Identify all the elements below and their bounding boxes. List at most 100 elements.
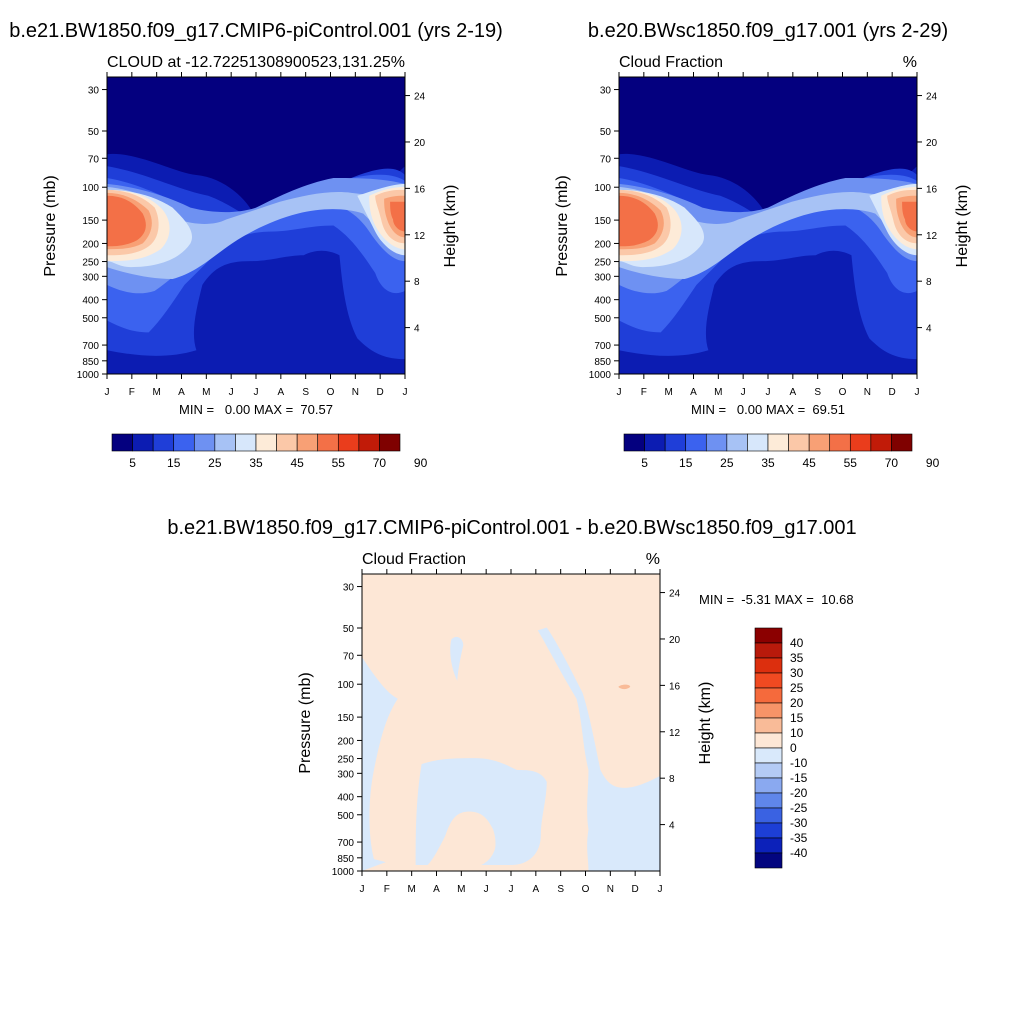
colorbar-label: 35: [249, 456, 263, 470]
colorbar-swatch: [788, 433, 810, 452]
colorbar-swatch: [214, 433, 236, 452]
colorbar-swatch: [870, 433, 892, 452]
colorbar-swatch: [829, 433, 851, 452]
month-tick-label: J: [484, 884, 489, 895]
colorbar-swatch: [317, 433, 339, 452]
pressure-tick-label: 250: [594, 258, 611, 269]
pressure-tick-label: 400: [82, 296, 99, 307]
month-tick-label: J: [360, 884, 365, 895]
colorbar-label: 30: [790, 666, 804, 680]
colorbar-swatch: [152, 433, 175, 452]
height-tick-label: 8: [669, 774, 675, 785]
month-tick-label: F: [129, 387, 135, 398]
month-tick-label: N: [864, 387, 871, 398]
panel-1-plot-area: [106, 76, 406, 375]
height-tick-label: 16: [669, 681, 681, 692]
pressure-tick-label: 250: [337, 755, 354, 766]
colorbar-swatch: [358, 433, 380, 452]
month-tick-label: M: [152, 387, 160, 398]
month-tick-label: N: [352, 387, 359, 398]
colorbar-swatch: [296, 433, 319, 452]
colorbar-label: 15: [679, 456, 693, 470]
pressure-tick-label: 200: [337, 736, 354, 747]
panel-1: b.e21.BW1850.f09_g17.CMIP6-piControl.001…: [9, 20, 503, 470]
panel-3-subtitle: Cloud Fraction: [362, 551, 466, 568]
panel-1-pressure-ticks: 30 50 70 100 150 200 250 300 400 500 700 850 1000: [77, 86, 107, 381]
colorbar-label: 15: [790, 711, 804, 725]
panel-2: b.e20.BWsc1850.f09_g17.001 (yrs 2-29) Cl…: [554, 20, 971, 470]
pressure-tick-label: 850: [337, 854, 354, 865]
pressure-tick-label: 100: [82, 183, 99, 194]
colorbar-swatch: [726, 433, 748, 452]
height-tick-label: 4: [926, 324, 932, 335]
height-tick-label: 12: [669, 728, 681, 739]
panel-1-colorbar: 5 15 25 35 45 55 70 90: [111, 433, 428, 470]
colorbar-label: 0: [790, 741, 797, 755]
pressure-tick-label: 850: [82, 357, 99, 368]
pressure-tick-label: 50: [88, 127, 100, 138]
colorbar-swatch: [255, 433, 277, 452]
month-tick-label: A: [532, 884, 539, 895]
colorbar-swatch: [664, 433, 687, 452]
pressure-tick-label: 150: [594, 216, 611, 227]
panel-1-ylabel: Pressure (mb): [42, 175, 59, 276]
panel-3-ylabel: Pressure (mb): [297, 672, 314, 773]
pressure-tick-label: 300: [337, 769, 354, 780]
panel-3-stats: MIN = -5.31 MAX = 10.68: [699, 592, 854, 607]
colorbar-swatch: [754, 672, 783, 689]
panel-2-ylabel: Pressure (mb): [554, 175, 571, 276]
colorbar-swatch: [754, 807, 783, 824]
height-tick-label: 8: [414, 277, 420, 288]
month-tick-label: A: [433, 884, 440, 895]
colorbar-swatch: [379, 433, 401, 452]
pressure-tick-label: 850: [594, 357, 611, 368]
colorbar-label: 25: [790, 681, 804, 695]
pressure-tick-label: 1000: [77, 370, 100, 381]
height-tick-label: 8: [926, 277, 932, 288]
pressure-tick-label: 1000: [589, 370, 612, 381]
pressure-tick-label: 50: [343, 624, 355, 635]
colorbar-label: 25: [208, 456, 222, 470]
panel-2-pressure-ticks: 30 50 70 100 150 200 250 300 400 500 700 850 1000: [589, 86, 619, 381]
colorbar-swatch: [705, 433, 728, 452]
colorbar-swatch: [891, 433, 913, 452]
colorbar-swatch: [754, 852, 783, 869]
height-tick-label: 24: [414, 92, 426, 103]
colorbar-label: 55: [332, 456, 346, 470]
month-tick-label: S: [814, 387, 821, 398]
month-tick-label: D: [632, 884, 639, 895]
month-tick-label: M: [202, 387, 210, 398]
panel-2-subtitle: Cloud Fraction: [619, 54, 723, 71]
colorbar-label: 10: [790, 726, 804, 740]
pressure-tick-label: 150: [337, 713, 354, 724]
month-tick-label: J: [403, 387, 408, 398]
colorbar-swatch: [235, 433, 257, 452]
colorbar-swatch: [754, 837, 783, 854]
pressure-tick-label: 400: [594, 296, 611, 307]
colorbar-label: -40: [790, 846, 808, 860]
panel-1-y2label: Height (km): [442, 185, 459, 268]
pressure-tick-label: 700: [82, 341, 99, 352]
colorbar-swatch: [754, 717, 783, 734]
colorbar-swatch: [132, 433, 154, 452]
colorbar-label: 35: [761, 456, 775, 470]
panel-1-units: %: [391, 54, 405, 71]
panel-1-title: b.e21.BW1850.f09_g17.CMIP6-piControl.001…: [9, 20, 503, 42]
colorbar-label: 5: [129, 456, 136, 470]
month-tick-label: J: [741, 387, 746, 398]
panel-3-pressure-ticks: 30 50 70 100 150 200 250 300 400 500 700 850 1000: [332, 583, 362, 878]
month-tick-label: M: [407, 884, 415, 895]
month-tick-label: F: [641, 387, 647, 398]
colorbar-label: 20: [790, 696, 804, 710]
colorbar-label: 25: [720, 456, 734, 470]
colorbar-swatch: [747, 433, 769, 452]
colorbar-label: 55: [844, 456, 858, 470]
colorbar-swatch: [754, 777, 783, 794]
panel-1-stats: MIN = 0.00 MAX = 70.57: [179, 402, 333, 417]
panel-1-height-ticks: 24 20 16 12 8 4: [405, 92, 426, 335]
pressure-tick-label: 300: [82, 272, 99, 283]
